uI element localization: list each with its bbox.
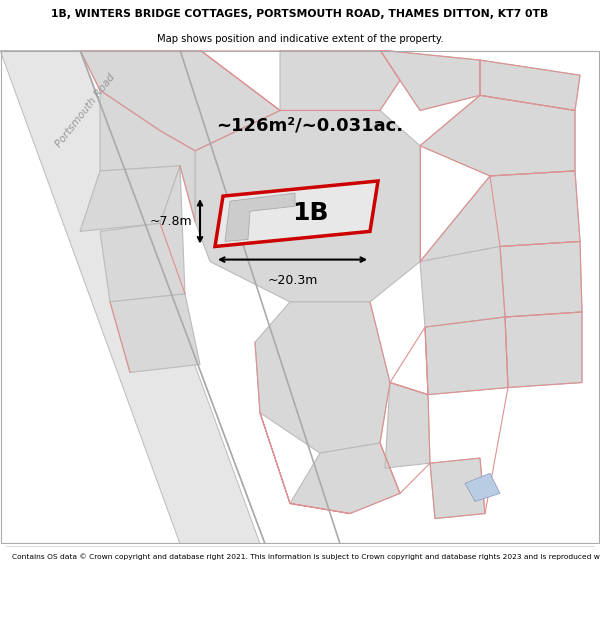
Text: ~126m²/~0.031ac.: ~126m²/~0.031ac.: [217, 117, 404, 134]
Polygon shape: [480, 60, 580, 111]
Polygon shape: [505, 312, 582, 388]
Polygon shape: [100, 90, 195, 221]
Text: 1B: 1B: [292, 201, 328, 225]
Polygon shape: [420, 96, 575, 176]
Text: Map shows position and indicative extent of the property.: Map shows position and indicative extent…: [157, 34, 443, 44]
Text: Portsmouth Road: Portsmouth Road: [53, 72, 116, 149]
Polygon shape: [290, 443, 400, 514]
Polygon shape: [100, 166, 185, 302]
Polygon shape: [420, 246, 505, 327]
Polygon shape: [0, 50, 260, 544]
Polygon shape: [385, 382, 430, 468]
Text: ~7.8m: ~7.8m: [149, 215, 192, 227]
Polygon shape: [255, 302, 390, 453]
Polygon shape: [225, 193, 295, 241]
Text: Contains OS data © Crown copyright and database right 2021. This information is : Contains OS data © Crown copyright and d…: [12, 554, 600, 561]
Polygon shape: [465, 473, 500, 501]
Text: 1B, WINTERS BRIDGE COTTAGES, PORTSMOUTH ROAD, THAMES DITTON, KT7 0TB: 1B, WINTERS BRIDGE COTTAGES, PORTSMOUTH …: [52, 9, 548, 19]
Polygon shape: [80, 166, 180, 231]
Polygon shape: [430, 458, 485, 519]
Polygon shape: [215, 181, 378, 246]
Polygon shape: [195, 111, 420, 302]
Polygon shape: [380, 50, 480, 111]
Text: ~20.3m: ~20.3m: [268, 274, 317, 287]
Polygon shape: [425, 317, 508, 394]
Polygon shape: [500, 241, 582, 317]
Polygon shape: [110, 294, 200, 372]
Polygon shape: [420, 171, 580, 262]
Polygon shape: [280, 50, 400, 111]
Polygon shape: [80, 50, 280, 151]
